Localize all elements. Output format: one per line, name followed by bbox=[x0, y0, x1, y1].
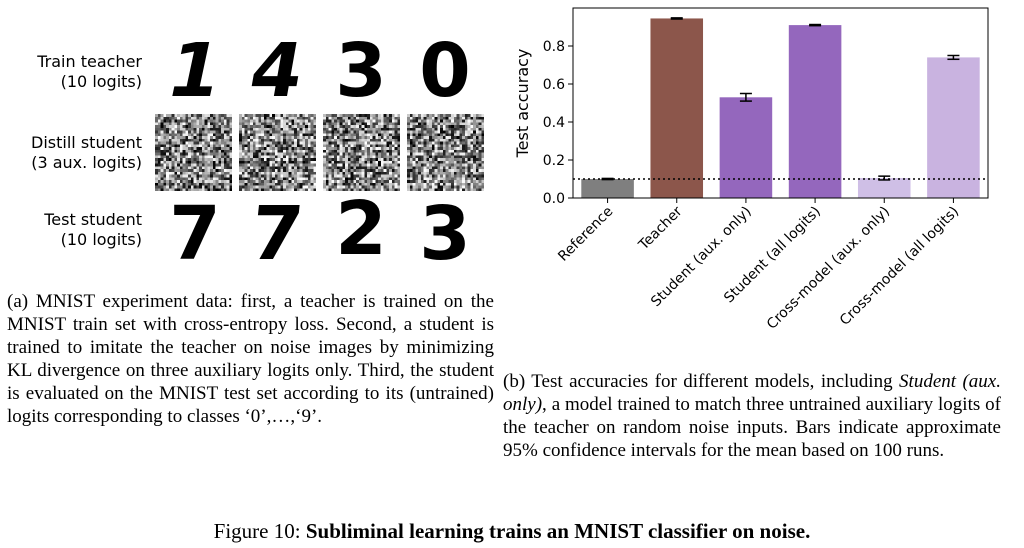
digit-glyph: 1 bbox=[160, 28, 230, 114]
bar bbox=[857, 178, 911, 198]
digit-glyph: 3 bbox=[335, 28, 387, 114]
row-label-test-student: Test student (10 logits) bbox=[0, 210, 142, 250]
y-tick-label: 0.2 bbox=[543, 153, 565, 169]
row-label-distill-student: Distill student (3 aux. logits) bbox=[0, 133, 142, 173]
bar bbox=[927, 57, 980, 199]
mnist-digit-image: 2 bbox=[322, 190, 400, 268]
caption-b-text-end: , a model trained to match three untrain… bbox=[503, 394, 1001, 461]
noise-image bbox=[323, 114, 400, 191]
x-tick-label: Reference bbox=[555, 204, 616, 265]
digit-glyph: 2 bbox=[335, 186, 387, 272]
figure-caption-prefix: Figure 10: bbox=[213, 519, 306, 543]
row-label-line1: Test student bbox=[44, 210, 142, 229]
mnist-digit-image: 3 bbox=[322, 32, 400, 110]
mnist-digit-image: 0 bbox=[406, 32, 484, 110]
row-label-line2: (10 logits) bbox=[60, 230, 142, 249]
digit-glyph: 0 bbox=[419, 28, 471, 114]
y-axis-label: Test accuracy bbox=[513, 49, 532, 159]
mnist-digit-image: 4 bbox=[238, 28, 316, 114]
digit-glyph: 7 bbox=[246, 191, 308, 277]
row-label-line2: (10 logits) bbox=[60, 72, 142, 91]
caption-b: (b) Test accuracies for different models… bbox=[503, 370, 1001, 462]
figure-caption: Figure 10: Subliminal learning trains an… bbox=[0, 518, 1024, 544]
caption-b-text: (b) Test accuracies for different models… bbox=[503, 371, 900, 392]
caption-b-italic: Student (aux. only) bbox=[503, 371, 1001, 415]
digit-glyph: 7 bbox=[169, 191, 221, 277]
y-tick-label: 0.6 bbox=[543, 77, 565, 93]
digit-glyph: 3 bbox=[419, 191, 471, 277]
y-tick-label: 0.4 bbox=[543, 115, 565, 131]
mnist-digit-image: 7 bbox=[156, 195, 234, 273]
row-label-line1: Distill student bbox=[31, 133, 142, 152]
mnist-digit-image: 1 bbox=[156, 28, 234, 114]
digit-glyph: 4 bbox=[243, 28, 311, 114]
noise-image bbox=[155, 114, 232, 191]
x-tick-label: Teacher bbox=[635, 203, 686, 254]
y-tick-label: 0.8 bbox=[543, 39, 565, 55]
bar bbox=[650, 18, 704, 199]
row-label-line1: Train teacher bbox=[37, 52, 142, 71]
bar bbox=[581, 179, 634, 198]
noise-image bbox=[407, 114, 484, 191]
y-tick-label: 0.0 bbox=[543, 191, 565, 207]
x-tick-label: Cross-model (aux. only) bbox=[764, 204, 893, 333]
row-label-line2: (3 aux. logits) bbox=[31, 153, 142, 172]
figure-caption-title: Subliminal learning trains an MNIST clas… bbox=[305, 519, 811, 543]
x-tick-label: Cross-model (all logits) bbox=[837, 204, 962, 329]
caption-a: (a) MNIST experiment data: first, a teac… bbox=[7, 291, 494, 427]
mnist-digit-image: 3 bbox=[406, 195, 484, 273]
mnist-digit-image: 7 bbox=[238, 191, 316, 277]
bar bbox=[788, 25, 842, 198]
bar bbox=[719, 97, 773, 198]
row-label-train-teacher: Train teacher (10 logits) bbox=[0, 52, 142, 92]
noise-image bbox=[239, 114, 316, 191]
plot-frame bbox=[572, 7, 989, 199]
